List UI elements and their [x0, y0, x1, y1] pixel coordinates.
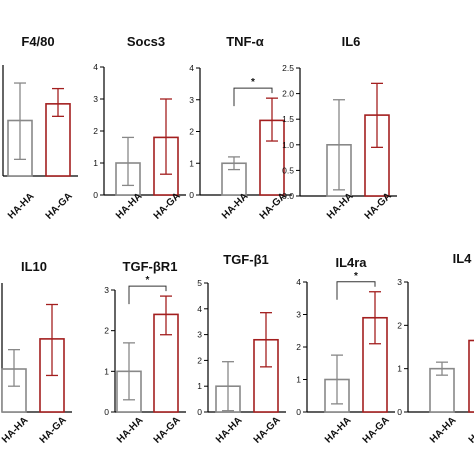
y-tick-label: 0 — [296, 407, 301, 417]
chart-panel: IL4ra 0 1 2 3 4 HA-HA HA-GA * — [296, 255, 395, 446]
chart-panel: TGF-βR1 0 1 2 3 HA-HA HA-GA * — [104, 259, 186, 446]
significance-bracket — [233, 87, 273, 107]
y-tick-label: 3 — [189, 95, 194, 105]
y-tick-label: 3 — [397, 277, 402, 287]
y-tick-label: 4 — [93, 62, 98, 72]
y-tick-label: 1 — [197, 381, 202, 391]
category-label: HA-GA — [152, 415, 183, 446]
y-tick-label: 1.5 — [282, 114, 294, 124]
y-tick-label: 1 — [189, 158, 194, 168]
chart-panel: TGF-β1 0 1 2 3 4 5 HA-HA HA-GA — [197, 252, 286, 446]
category-label: HA-GA — [252, 415, 283, 446]
chart-title: IL10 — [21, 259, 47, 274]
category-label: HA-HA — [323, 415, 354, 446]
y-tick-label: 2.0 — [282, 89, 294, 99]
category-label: HA-GA — [467, 415, 474, 446]
significance-marker: * — [354, 271, 358, 282]
category-label: HA-GA — [38, 415, 69, 446]
y-tick-label: 2 — [397, 320, 402, 330]
y-tick-label: 0.5 — [282, 165, 294, 175]
y-tick-label: 2 — [189, 127, 194, 137]
y-tick-label: 1 — [93, 158, 98, 168]
bar — [45, 103, 71, 177]
chart-panel: IL4 0 1 2 3 HA-HA HA-GA — [397, 251, 474, 446]
chart-title: TNF-α — [226, 34, 264, 49]
y-tick-label: 0 — [197, 407, 202, 417]
y-tick-label: 1 — [296, 375, 301, 385]
y-tick-label: 2 — [197, 355, 202, 365]
y-tick-label: 0 — [397, 407, 402, 417]
category-label: HA-HA — [214, 415, 245, 446]
y-tick-label: 2.5 — [282, 63, 294, 73]
y-tick-label: 2 — [104, 326, 109, 336]
significance-marker: * — [146, 275, 150, 286]
category-label: HA-GA — [361, 415, 392, 446]
category-label: HA-HA — [0, 415, 31, 446]
chart-panel: F4/80 HA-HA HA-GA — [2, 34, 78, 222]
y-tick-label: 4 — [296, 277, 301, 287]
chart-title: IL4 — [453, 251, 473, 266]
bar — [468, 339, 474, 413]
category-label: HA-HA — [115, 415, 146, 446]
chart-title: IL4ra — [335, 255, 367, 270]
chart-panel: IL10 HA-HA HA-GA — [0, 259, 72, 446]
chart-title: TGF-β1 — [223, 252, 269, 267]
y-tick-label: 3 — [104, 285, 109, 295]
chart-title: Socs3 — [127, 34, 165, 49]
category-label: HA-HA — [6, 191, 37, 222]
significance-bracket — [128, 285, 167, 305]
y-tick-label: 1 — [397, 364, 402, 374]
y-tick-label: 4 — [197, 304, 202, 314]
y-tick-label: 4 — [189, 63, 194, 73]
chart-title: IL6 — [342, 34, 361, 49]
bar — [429, 367, 455, 413]
category-label: HA-HA — [428, 415, 459, 446]
y-tick-label: 1 — [104, 366, 109, 376]
y-tick-label: 2 — [296, 342, 301, 352]
significance-bracket — [336, 281, 376, 300]
y-tick-label: 0 — [93, 190, 98, 200]
chart-title: F4/80 — [21, 34, 54, 49]
y-tick-label: 3 — [93, 94, 98, 104]
category-label: HA-GA — [44, 191, 75, 222]
y-tick-label: 3 — [296, 310, 301, 320]
y-tick-label: 5 — [197, 278, 202, 288]
chart-title: TGF-βR1 — [123, 259, 178, 274]
y-tick-label: 0 — [104, 407, 109, 417]
y-tick-label: 0 — [189, 190, 194, 200]
y-tick-label: 2 — [93, 126, 98, 136]
y-tick-label: 0.0 — [282, 191, 294, 201]
y-tick-label: 3 — [197, 330, 202, 340]
y-tick-label: 1.0 — [282, 140, 294, 150]
significance-marker: * — [251, 77, 255, 88]
